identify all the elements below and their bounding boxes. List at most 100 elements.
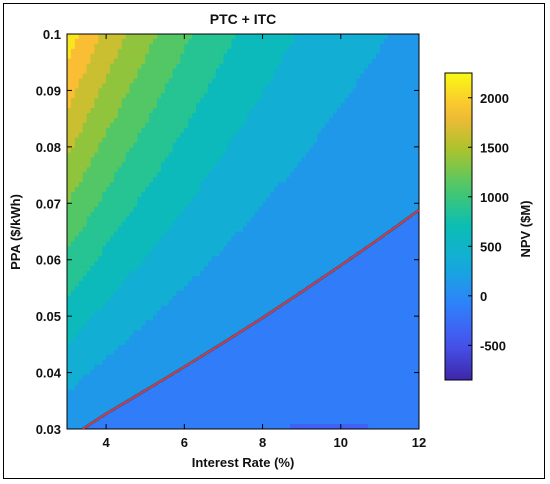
contour-cell xyxy=(250,63,256,70)
contour-cell xyxy=(223,127,228,134)
contour-cell xyxy=(145,275,150,282)
contour-cell xyxy=(188,419,193,425)
contour-cell xyxy=(289,167,295,173)
contour-cell xyxy=(258,285,264,292)
contour-cell xyxy=(262,221,268,228)
contour-cell xyxy=(219,152,225,159)
contour-cell xyxy=(180,103,185,109)
contour-cell xyxy=(254,211,260,218)
contour-cell xyxy=(235,256,240,262)
contour-cell xyxy=(188,98,193,104)
contour-cell xyxy=(231,192,236,198)
contour-cell xyxy=(137,98,142,104)
contour-cell xyxy=(113,369,119,376)
contour-cell xyxy=(211,196,217,203)
contour-cell xyxy=(223,162,228,168)
contour-cell xyxy=(258,295,264,302)
contour-cell xyxy=(160,290,166,297)
contour-cell xyxy=(286,310,291,317)
contour-cell xyxy=(297,211,303,218)
contour-cell xyxy=(207,167,213,173)
contour-cell xyxy=(192,271,197,277)
contour-cell xyxy=(149,93,154,99)
contour-cell xyxy=(188,201,193,208)
contour-cell xyxy=(82,389,88,396)
contour-cell xyxy=(239,98,244,104)
contour-cell xyxy=(262,409,268,415)
contour-cell xyxy=(168,182,174,188)
contour-cell xyxy=(243,113,248,119)
contour-cell xyxy=(153,34,158,40)
contour-cell xyxy=(286,389,291,396)
contour-cell xyxy=(305,177,311,183)
contour-cell xyxy=(215,364,221,371)
contour-cell xyxy=(262,34,268,40)
contour-cell xyxy=(250,201,256,208)
contour-cell xyxy=(203,88,209,94)
contour-cell xyxy=(188,147,193,154)
contour-cell xyxy=(98,38,103,45)
contour-cell xyxy=(207,68,213,75)
contour-cell xyxy=(110,172,115,178)
contour-cell xyxy=(301,409,307,415)
contour-cell xyxy=(227,206,232,213)
contour-cell xyxy=(199,320,205,326)
contour-cell xyxy=(67,246,72,252)
contour-cell xyxy=(160,384,166,391)
contour-cell xyxy=(106,350,111,356)
contour-cell xyxy=(164,53,170,60)
contour-cell xyxy=(282,108,287,114)
contour-cell xyxy=(98,290,103,297)
contour-cell xyxy=(278,48,283,55)
contour-cell xyxy=(78,241,84,247)
contour-cell xyxy=(278,350,283,356)
contour-cell xyxy=(196,359,201,366)
contour-cell xyxy=(156,43,162,50)
contour-cell xyxy=(215,285,221,292)
contour-cell xyxy=(102,127,107,134)
contour-cell xyxy=(117,73,123,80)
contour-cell xyxy=(301,122,307,129)
contour-cell xyxy=(235,103,240,109)
contour-cell xyxy=(94,137,99,144)
contour-cell xyxy=(309,83,314,89)
contour-cell xyxy=(70,266,76,272)
contour-cell xyxy=(160,424,166,429)
contour-cell xyxy=(117,340,123,346)
contour-cell xyxy=(137,404,142,410)
contour-cell xyxy=(172,384,178,391)
contour-cell xyxy=(243,103,248,109)
contour-cell xyxy=(67,162,72,168)
contour-cell xyxy=(137,374,142,381)
contour-cell xyxy=(274,231,279,238)
contour-cell xyxy=(113,142,119,149)
contour-cell xyxy=(270,157,275,163)
contour-cell xyxy=(270,231,275,238)
contour-cell xyxy=(70,231,76,238)
contour-cell xyxy=(176,315,182,321)
contour-cell xyxy=(286,409,291,415)
contour-cell xyxy=(74,192,80,198)
contour-cell xyxy=(192,359,197,366)
contour-cell xyxy=(207,325,213,331)
contour-cell xyxy=(90,404,95,410)
contour-cell xyxy=(188,132,193,139)
contour-cell xyxy=(207,330,213,336)
contour-cell xyxy=(289,369,295,376)
contour-cell xyxy=(176,399,182,405)
contour-cell xyxy=(278,285,283,292)
contour-cell xyxy=(110,53,115,60)
contour-cell xyxy=(215,340,221,346)
contour-cell xyxy=(215,310,221,317)
contour-cell xyxy=(239,132,244,139)
contour-cell xyxy=(129,93,135,99)
contour-cell xyxy=(90,58,95,65)
contour-cell xyxy=(258,142,264,149)
contour-cell xyxy=(235,127,240,134)
contour-cell xyxy=(309,58,314,65)
contour-cell xyxy=(102,320,107,326)
contour-cell xyxy=(219,315,225,321)
contour-cell xyxy=(180,330,185,336)
contour-cell xyxy=(286,187,291,193)
contour-cell xyxy=(137,414,142,420)
